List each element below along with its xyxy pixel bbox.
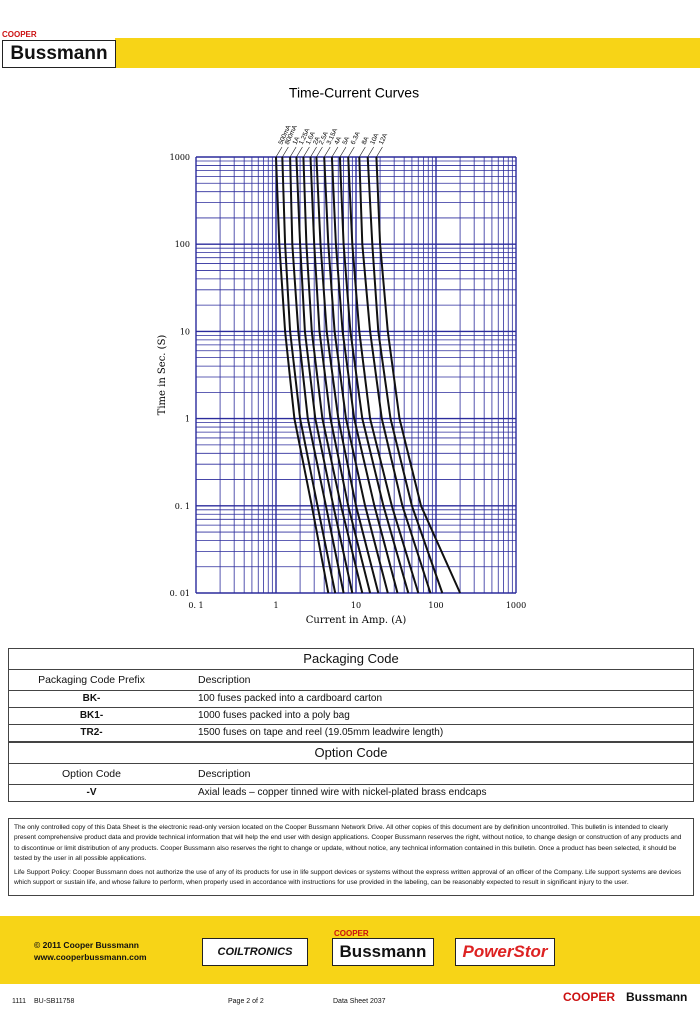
note: Life Support Policy: Cooper Bussmann doe… [14, 868, 682, 887]
curve [315, 156, 380, 594]
curve [347, 156, 420, 594]
curve [323, 156, 389, 594]
corner-brand-top: COOPER [563, 990, 616, 1004]
curve [289, 156, 345, 594]
cell: TR2- [80, 727, 103, 738]
x-tick-label: 100 [428, 601, 443, 610]
doc-code: 1111 [12, 998, 27, 1005]
chart-title: Time-Current Curves [289, 85, 419, 101]
curve [281, 156, 337, 594]
x-tick-label: 1000 [506, 601, 526, 610]
curve [338, 156, 410, 594]
curve [302, 156, 364, 594]
cell: Axial leads – copper tinned wire with ni… [198, 787, 487, 798]
notes: The only controlled copy of this Data Sh… [8, 818, 694, 897]
curve-leader [347, 146, 355, 158]
y-axis-label: Time in Sec. (S) [157, 335, 168, 416]
curve-leader [289, 146, 297, 158]
curve-leader [296, 146, 303, 158]
curve [295, 156, 354, 594]
curve-leader [310, 146, 317, 158]
brand-logo: Bussmann [2, 40, 116, 68]
copyright: © 2011 Cooper Bussmann [34, 940, 139, 950]
cell: 1000 fuses packed into a poly bag [198, 710, 350, 721]
x-axis-label: Current in Amp. (A) [306, 615, 407, 626]
packaging-table: Packaging Code Packaging Code Prefix Desc… [8, 648, 694, 802]
cell: -V [86, 787, 97, 798]
curve [309, 156, 372, 594]
x-tick-label: 1 [273, 601, 278, 610]
note: The only controlled copy of this Data Sh… [14, 824, 682, 863]
curve-label: 1A [292, 135, 302, 146]
y-tick-label: 1 [185, 415, 190, 424]
curve-label: 8A [361, 135, 371, 146]
x-tick-label: 10 [351, 601, 361, 610]
curve-label: 4A [333, 135, 343, 146]
cell: BK- [82, 693, 101, 704]
curve-leader [359, 146, 366, 158]
cooper-logo: COOPER [334, 929, 369, 938]
curve-leader [282, 146, 289, 158]
curve [366, 156, 444, 594]
y-tick-label: 1000 [170, 153, 190, 162]
sheet-number: Data Sheet 2037 [333, 998, 386, 1005]
cell: 100 fuses packed into a cardboard carton [198, 693, 383, 704]
table-title: Packaging Code [9, 649, 693, 670]
curve-leader [303, 146, 310, 158]
curve-label: 12A [378, 132, 390, 146]
y-tick-label: 10 [180, 327, 190, 336]
y-tick-label: 0. 01 [170, 589, 190, 598]
bussmann-logo: Bussmann [332, 938, 434, 966]
cell: 1500 fuses on tape and reel (19.05mm lea… [198, 727, 444, 738]
column-header: Description [198, 768, 251, 780]
website: www.cooperbussmann.com [34, 952, 147, 962]
column-header: Packaging Code Prefix [38, 674, 145, 686]
curve-leader [376, 146, 383, 158]
y-tick-label: 100 [175, 240, 190, 249]
curve-label: 2A [312, 135, 322, 146]
curve [275, 156, 330, 594]
curve [330, 156, 399, 594]
curve-label: 5A [341, 135, 351, 146]
curve [358, 156, 432, 594]
page-number: Page 2 of 2 [228, 998, 264, 1005]
curve [375, 156, 462, 594]
corner-brand: Bussmann [626, 990, 688, 1004]
column-header: Description [198, 674, 251, 686]
table-title: Option Code [9, 742, 693, 764]
cell: BK1- [79, 710, 104, 721]
column-header: Option Code [62, 768, 121, 780]
header-band [115, 38, 700, 68]
curve-leader [331, 146, 339, 158]
coiltronics-logo: COILTRONICS [202, 938, 308, 966]
curve-leader [323, 146, 331, 158]
curve-leader [316, 146, 323, 158]
powerstor-logo: PowerStor [455, 938, 555, 966]
x-tick-label: 0. 1 [188, 601, 203, 610]
curve-leader [367, 146, 374, 158]
curve-leader [275, 146, 283, 158]
curve-label: 10A [369, 132, 381, 146]
doc-id: BU-SB11758 [34, 998, 75, 1005]
curve-leader [339, 146, 347, 158]
y-tick-label: 0. 1 [175, 502, 190, 511]
brand-top: COOPER [2, 30, 37, 39]
chart: Time-Current Curves Current in Amp. (A) … [157, 85, 526, 626]
